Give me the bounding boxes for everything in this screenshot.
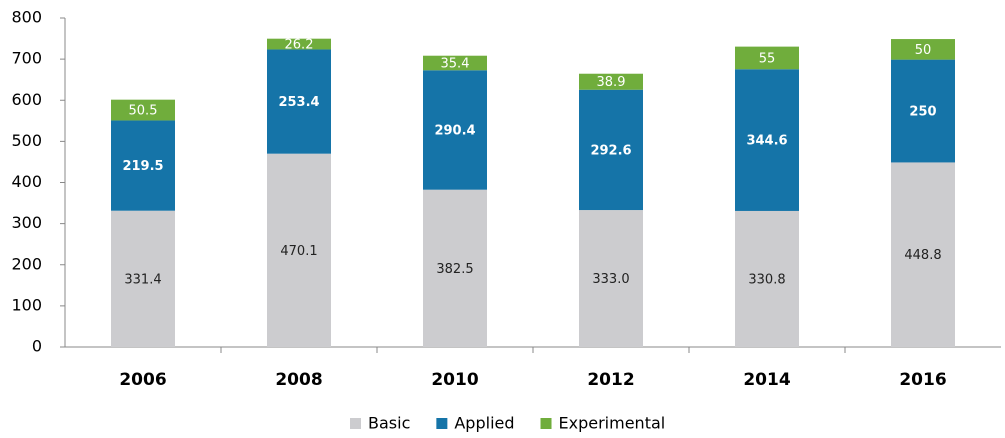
- data-label: 331.4: [124, 272, 161, 287]
- y-tick-label: 600: [11, 90, 42, 109]
- bar-segment: [267, 49, 331, 154]
- data-label: 253.4: [278, 95, 319, 110]
- bar-segment: [267, 38, 331, 50]
- x-tick-label: 2010: [431, 370, 478, 390]
- bar-segment: [423, 189, 487, 347]
- bar-segment: [579, 89, 643, 211]
- legend-label: Experimental: [559, 414, 666, 433]
- bar-segment: [267, 153, 331, 347]
- y-tick-label: 200: [11, 254, 42, 273]
- data-label: 330.8: [748, 272, 785, 287]
- bar-segment: [111, 120, 175, 211]
- legend-label: Basic: [368, 414, 410, 433]
- data-label: 344.6: [746, 134, 787, 149]
- data-label: 333.0: [592, 272, 629, 287]
- x-tick-label: 2014: [743, 370, 790, 390]
- bar-segment: [735, 46, 799, 70]
- data-label: 382.5: [436, 262, 473, 277]
- data-label: 470.1: [280, 244, 317, 259]
- y-tick-label: 400: [11, 172, 42, 191]
- y-tick-label: 800: [11, 8, 42, 27]
- x-tick-label: 2012: [587, 370, 634, 390]
- legend-swatch: [540, 418, 552, 429]
- data-label: 35.4: [441, 56, 470, 71]
- bar-segment: [735, 69, 799, 211]
- bar-segment: [891, 59, 955, 163]
- bar-segment: [111, 99, 175, 121]
- y-tick-label: 700: [11, 49, 42, 68]
- bar-segment: [891, 39, 955, 60]
- x-tick-label: 2008: [275, 370, 322, 390]
- x-tick-label: 2016: [899, 370, 946, 390]
- x-tick-label: 2006: [119, 370, 166, 390]
- bar-segment: [891, 162, 955, 347]
- bar-segment: [423, 55, 487, 71]
- data-label: 448.8: [904, 248, 941, 263]
- y-tick-label: 100: [11, 295, 42, 314]
- data-label: 55: [759, 51, 776, 66]
- bar-segment: [735, 210, 799, 347]
- data-label: 219.5: [122, 159, 163, 174]
- data-label: 50.5: [129, 104, 158, 119]
- data-label: 26.2: [285, 38, 314, 53]
- legend-label: Applied: [454, 414, 514, 433]
- data-label: 50: [915, 43, 932, 58]
- data-label: 250: [909, 105, 936, 120]
- y-tick-label: 500: [11, 131, 42, 150]
- y-tick-label: 0: [32, 337, 42, 356]
- data-label: 38.9: [597, 75, 626, 90]
- bar-segment: [579, 73, 643, 90]
- bar-segment: [579, 210, 643, 347]
- legend-swatch: [350, 418, 361, 429]
- bar-segment: [111, 210, 175, 347]
- data-label: 292.6: [590, 143, 631, 158]
- data-label: 290.4: [434, 123, 475, 138]
- bar-segment: [423, 70, 487, 190]
- y-tick-label: 300: [11, 213, 42, 232]
- legend-swatch: [436, 418, 448, 429]
